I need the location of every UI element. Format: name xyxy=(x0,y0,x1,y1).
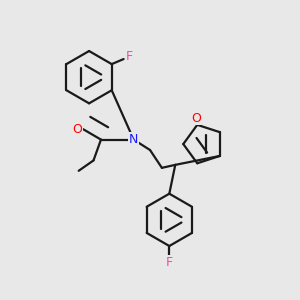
Text: N: N xyxy=(129,133,138,146)
Text: O: O xyxy=(191,112,201,125)
Text: O: O xyxy=(72,123,82,136)
Text: F: F xyxy=(166,256,173,269)
Text: F: F xyxy=(125,50,133,63)
